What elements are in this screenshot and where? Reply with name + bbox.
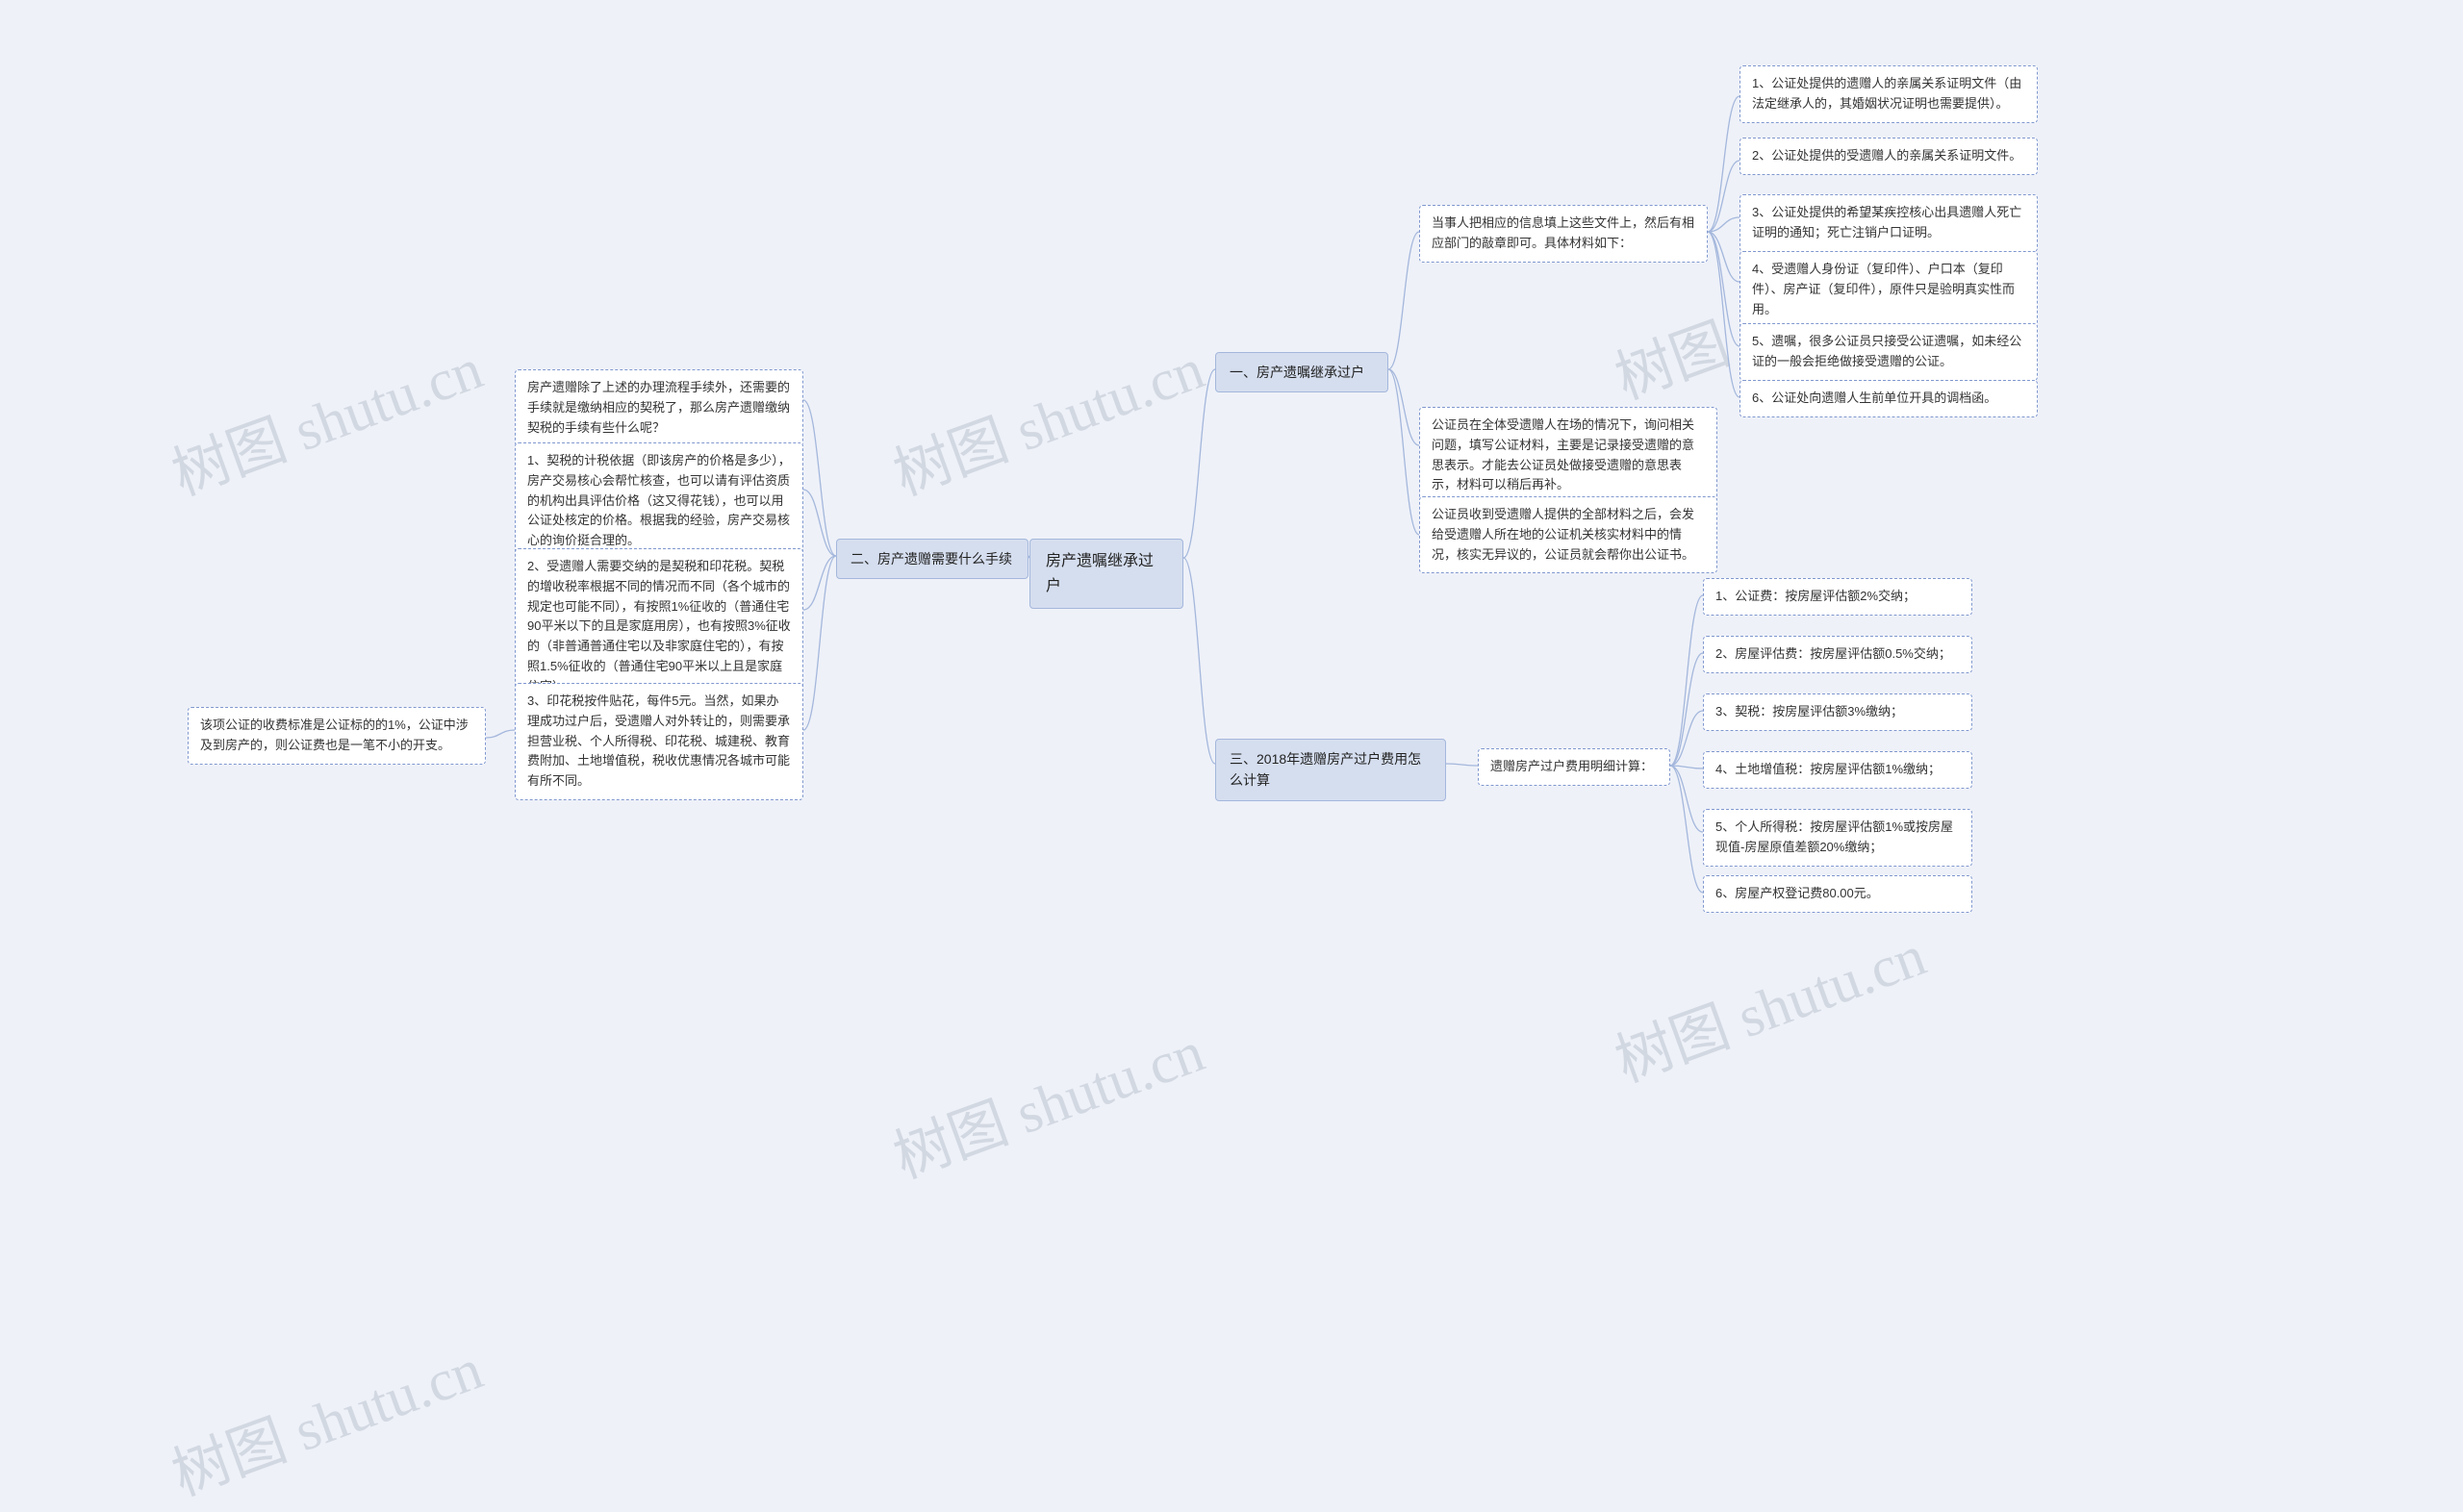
watermark: 树图 shutu.cn <box>880 1005 1213 1195</box>
branch-2-child-4[interactable]: 3、印花税按件贴花，每件5元。当然，如果办理成功过户后，受遗赠人对外转让的，则需… <box>515 683 803 800</box>
branch-1-child-1-leaf-4[interactable]: 4、受遗赠人身份证（复印件）、户口本（复印件）、房产证（复印件），原件只是验明真… <box>1739 251 2038 328</box>
branch-1-child-3[interactable]: 公证员收到受遗赠人提供的全部材料之后，会发给受遗赠人所在地的公证机关核实材料中的… <box>1419 496 1717 573</box>
branch-3-child-1-leaf-2[interactable]: 2、房屋评估费：按房屋评估额0.5%交纳； <box>1703 636 1972 673</box>
branch-2-child-1[interactable]: 房产遗赠除了上述的办理流程手续外，还需要的手续就是缴纳相应的契税了，那么房产遗赠… <box>515 369 803 446</box>
branch-1-child-1-leaf-5[interactable]: 5、遗嘱，很多公证员只接受公证遗嘱，如未经公证的一般会拒绝做接受遗赠的公证。 <box>1739 323 2038 381</box>
branch-1[interactable]: 一、房产遗嘱继承过户 <box>1215 352 1388 392</box>
mindmap-container: 房产遗嘱继承过户 一、房产遗嘱继承过户 当事人把相应的信息填上这些文件上，然后有… <box>404 29 2059 952</box>
branch-2-child-2[interactable]: 1、契税的计税依据（即该房产的价格是多少），房产交易核心会帮忙核查，也可以请有评… <box>515 442 803 560</box>
branch-3[interactable]: 三、2018年遗赠房产过户费用怎么计算 <box>1215 739 1446 801</box>
root-node[interactable]: 房产遗嘱继承过户 <box>1029 539 1183 609</box>
branch-1-child-1-leaf-1[interactable]: 1、公证处提供的遗赠人的亲属关系证明文件（由法定继承人的，其婚姻状况证明也需要提… <box>1739 65 2038 123</box>
branch-3-child-1-leaf-1[interactable]: 1、公证费：按房屋评估额2%交纳； <box>1703 578 1972 616</box>
branch-3-child-1[interactable]: 遗赠房产过户费用明细计算： <box>1478 748 1670 786</box>
branch-2-child-4-leaf-1[interactable]: 该项公证的收费标准是公证标的的1%，公证中涉及到房产的，则公证费也是一笔不小的开… <box>188 707 486 765</box>
branch-1-child-1-leaf-3[interactable]: 3、公证处提供的希望某疾控核心出具遗赠人死亡证明的通知；死亡注销户口证明。 <box>1739 194 2038 252</box>
branch-2[interactable]: 二、房产遗赠需要什么手续 <box>836 539 1028 579</box>
branch-3-child-1-leaf-6[interactable]: 6、房屋产权登记费80.00元。 <box>1703 875 1972 913</box>
branch-3-child-1-leaf-3[interactable]: 3、契税：按房屋评估额3%缴纳； <box>1703 693 1972 731</box>
watermark: 树图 shutu.cn <box>159 1323 492 1512</box>
branch-3-child-1-leaf-5[interactable]: 5、个人所得税：按房屋评估额1%或按房屋现值-房屋原值差额20%缴纳； <box>1703 809 1972 867</box>
branch-1-child-1-leaf-2[interactable]: 2、公证处提供的受遗赠人的亲属关系证明文件。 <box>1739 138 2038 175</box>
branch-1-child-1[interactable]: 当事人把相应的信息填上这些文件上，然后有相应部门的敲章即可。具体材料如下： <box>1419 205 1708 263</box>
branch-1-child-2[interactable]: 公证员在全体受遗赠人在场的情况下，询问相关问题，填写公证材料，主要是记录接受遗赠… <box>1419 407 1717 504</box>
branch-3-child-1-leaf-4[interactable]: 4、土地增值税：按房屋评估额1%缴纳； <box>1703 751 1972 789</box>
branch-1-child-1-leaf-6[interactable]: 6、公证处向遗赠人生前单位开具的调档函。 <box>1739 380 2038 417</box>
